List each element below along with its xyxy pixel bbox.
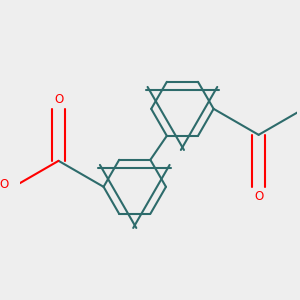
- Text: O: O: [254, 190, 263, 203]
- Text: O: O: [0, 178, 9, 191]
- Text: O: O: [55, 93, 64, 106]
